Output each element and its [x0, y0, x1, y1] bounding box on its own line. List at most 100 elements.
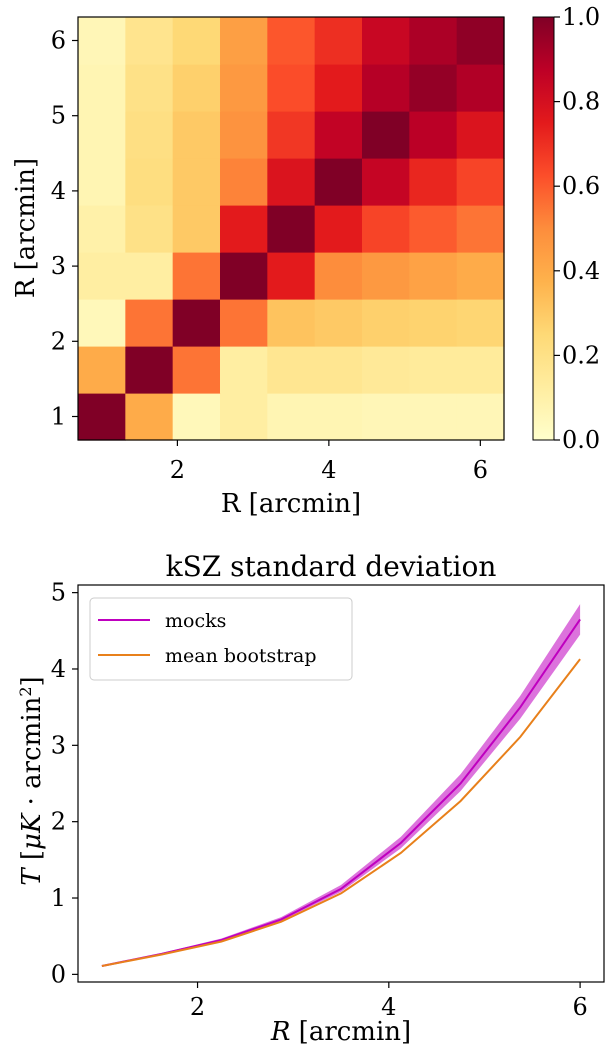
heatmap-cell	[125, 17, 174, 65]
heatmap-cell	[172, 393, 221, 441]
heatmap-cell	[78, 299, 126, 347]
legend: mocks mean bootstrap	[89, 597, 353, 681]
heatmap-cell	[456, 393, 505, 441]
heatmap-cell	[78, 64, 126, 112]
heatmap-cell	[125, 252, 174, 300]
heatmap-y-tick-label: 4	[51, 177, 66, 205]
heatmap-cell	[267, 205, 316, 253]
line-y-tick-label: 4	[51, 655, 66, 683]
line-chart-ylabel: T [μK · arcmin2]	[16, 676, 47, 885]
line-x-tick-label: 6	[572, 993, 587, 1021]
line-x-tick-label: 4	[381, 993, 396, 1021]
heatmap-cell	[172, 205, 221, 253]
heatmap-cell	[172, 158, 221, 206]
heatmap-cell	[314, 299, 363, 347]
heatmap-cell	[267, 158, 316, 206]
heatmap-cell	[314, 17, 363, 65]
heatmap-cell	[267, 111, 316, 159]
heatmap-cell	[220, 205, 268, 253]
heatmap-cell	[409, 17, 458, 65]
heatmap-cell	[409, 252, 458, 300]
colorbar-gradient	[532, 16, 555, 441]
heatmap-cell	[314, 252, 363, 300]
heatmap-y-tick-label: 5	[51, 102, 66, 130]
heatmap-cell	[456, 158, 505, 206]
colorbar-tick-label: 1.0	[562, 3, 600, 31]
heatmap-cell	[172, 346, 221, 394]
heatmap-ylabel: R [arcmin]	[11, 158, 41, 298]
heatmap-cell	[362, 64, 410, 112]
heatmap-cell	[267, 17, 316, 65]
heatmap-cell	[172, 17, 221, 65]
std-line-chart: kSZ standard deviation 2 4 6 0 1 2 3 4 5 R [arc…	[16, 550, 605, 1047]
heatmap-cell	[456, 17, 505, 65]
heatmap-cell	[314, 111, 363, 159]
heatmap-cell	[362, 205, 410, 253]
heatmap-cell	[125, 393, 174, 441]
colorbar-tick-label: 0.0	[562, 426, 600, 454]
heatmap-cell	[456, 111, 505, 159]
heatmap-cell	[456, 205, 505, 253]
heatmap-cell	[456, 64, 505, 112]
colorbar: 0.0 0.2 0.4 0.6 0.8 1.0	[532, 3, 600, 454]
heatmap-cell	[220, 158, 268, 206]
heatmap-cell	[78, 111, 126, 159]
heatmap-cell	[267, 393, 316, 441]
heatmap-cell	[456, 252, 505, 300]
heatmap-x-tick-label: 2	[170, 456, 185, 484]
heatmap-cell	[409, 299, 458, 347]
heatmap-y-tick-label: 6	[51, 27, 66, 55]
colorbar-tick-label: 0.4	[562, 257, 600, 285]
heatmap-cell	[362, 158, 410, 206]
heatmap-cell	[78, 393, 126, 441]
heatmap-cell	[220, 299, 268, 347]
heatmap-cell	[125, 205, 174, 253]
line-chart-frame	[77, 584, 605, 983]
heatmap-y-tick-label: 3	[51, 252, 66, 280]
heatmap-cells	[78, 17, 505, 441]
heatmap-cell	[78, 252, 126, 300]
heatmap-cell	[267, 252, 316, 300]
line-y-tick-label: 0	[51, 960, 66, 988]
heatmap-cell	[220, 17, 268, 65]
heatmap-y-ticks: 1 2 3 4 5 6	[51, 27, 78, 431]
heatmap-cell	[78, 346, 126, 394]
heatmap-cell	[78, 158, 126, 206]
series-lines	[101, 618, 581, 967]
heatmap-cell	[267, 299, 316, 347]
heatmap-cell	[362, 111, 410, 159]
series-line-mean-bootstrap	[101, 658, 581, 967]
heatmap-cell	[314, 346, 363, 394]
correlation-heatmap: 2 4 6 1 2 3 4 5 6 R [arcmin] R [arcmin]	[11, 16, 505, 519]
heatmap-cell	[172, 252, 221, 300]
heatmap-cell	[125, 111, 174, 159]
line-chart-xlabel: R [arcmin]	[270, 1017, 411, 1047]
colorbar-ticks: 0.0 0.2 0.4 0.6 0.8 1.0	[554, 3, 600, 454]
colorbar-tick-label: 0.6	[562, 172, 600, 200]
heatmap-cell	[172, 299, 221, 347]
line-y-tick-label: 1	[51, 884, 66, 912]
heatmap-cell	[220, 393, 268, 441]
heatmap-cell	[314, 64, 363, 112]
heatmap-cell	[409, 346, 458, 394]
heatmap-cell	[362, 299, 410, 347]
heatmap-cell	[220, 346, 268, 394]
heatmap-cell	[125, 346, 174, 394]
heatmap-cell	[172, 111, 221, 159]
heatmap-cell	[314, 393, 363, 441]
heatmap-cell	[125, 299, 174, 347]
heatmap-cell	[78, 205, 126, 253]
heatmap-cell	[220, 64, 268, 112]
heatmap-cell	[267, 346, 316, 394]
heatmap-cell	[362, 393, 410, 441]
legend-box	[89, 597, 353, 681]
heatmap-cell	[409, 64, 458, 112]
heatmap-cell	[314, 205, 363, 253]
heatmap-frame	[77, 16, 505, 441]
line-x-ticks: 2 4 6	[190, 982, 588, 1021]
heatmap-cell	[220, 111, 268, 159]
heatmap-cell	[314, 158, 363, 206]
heatmap-cell	[409, 158, 458, 206]
heatmap-cell	[125, 64, 174, 112]
